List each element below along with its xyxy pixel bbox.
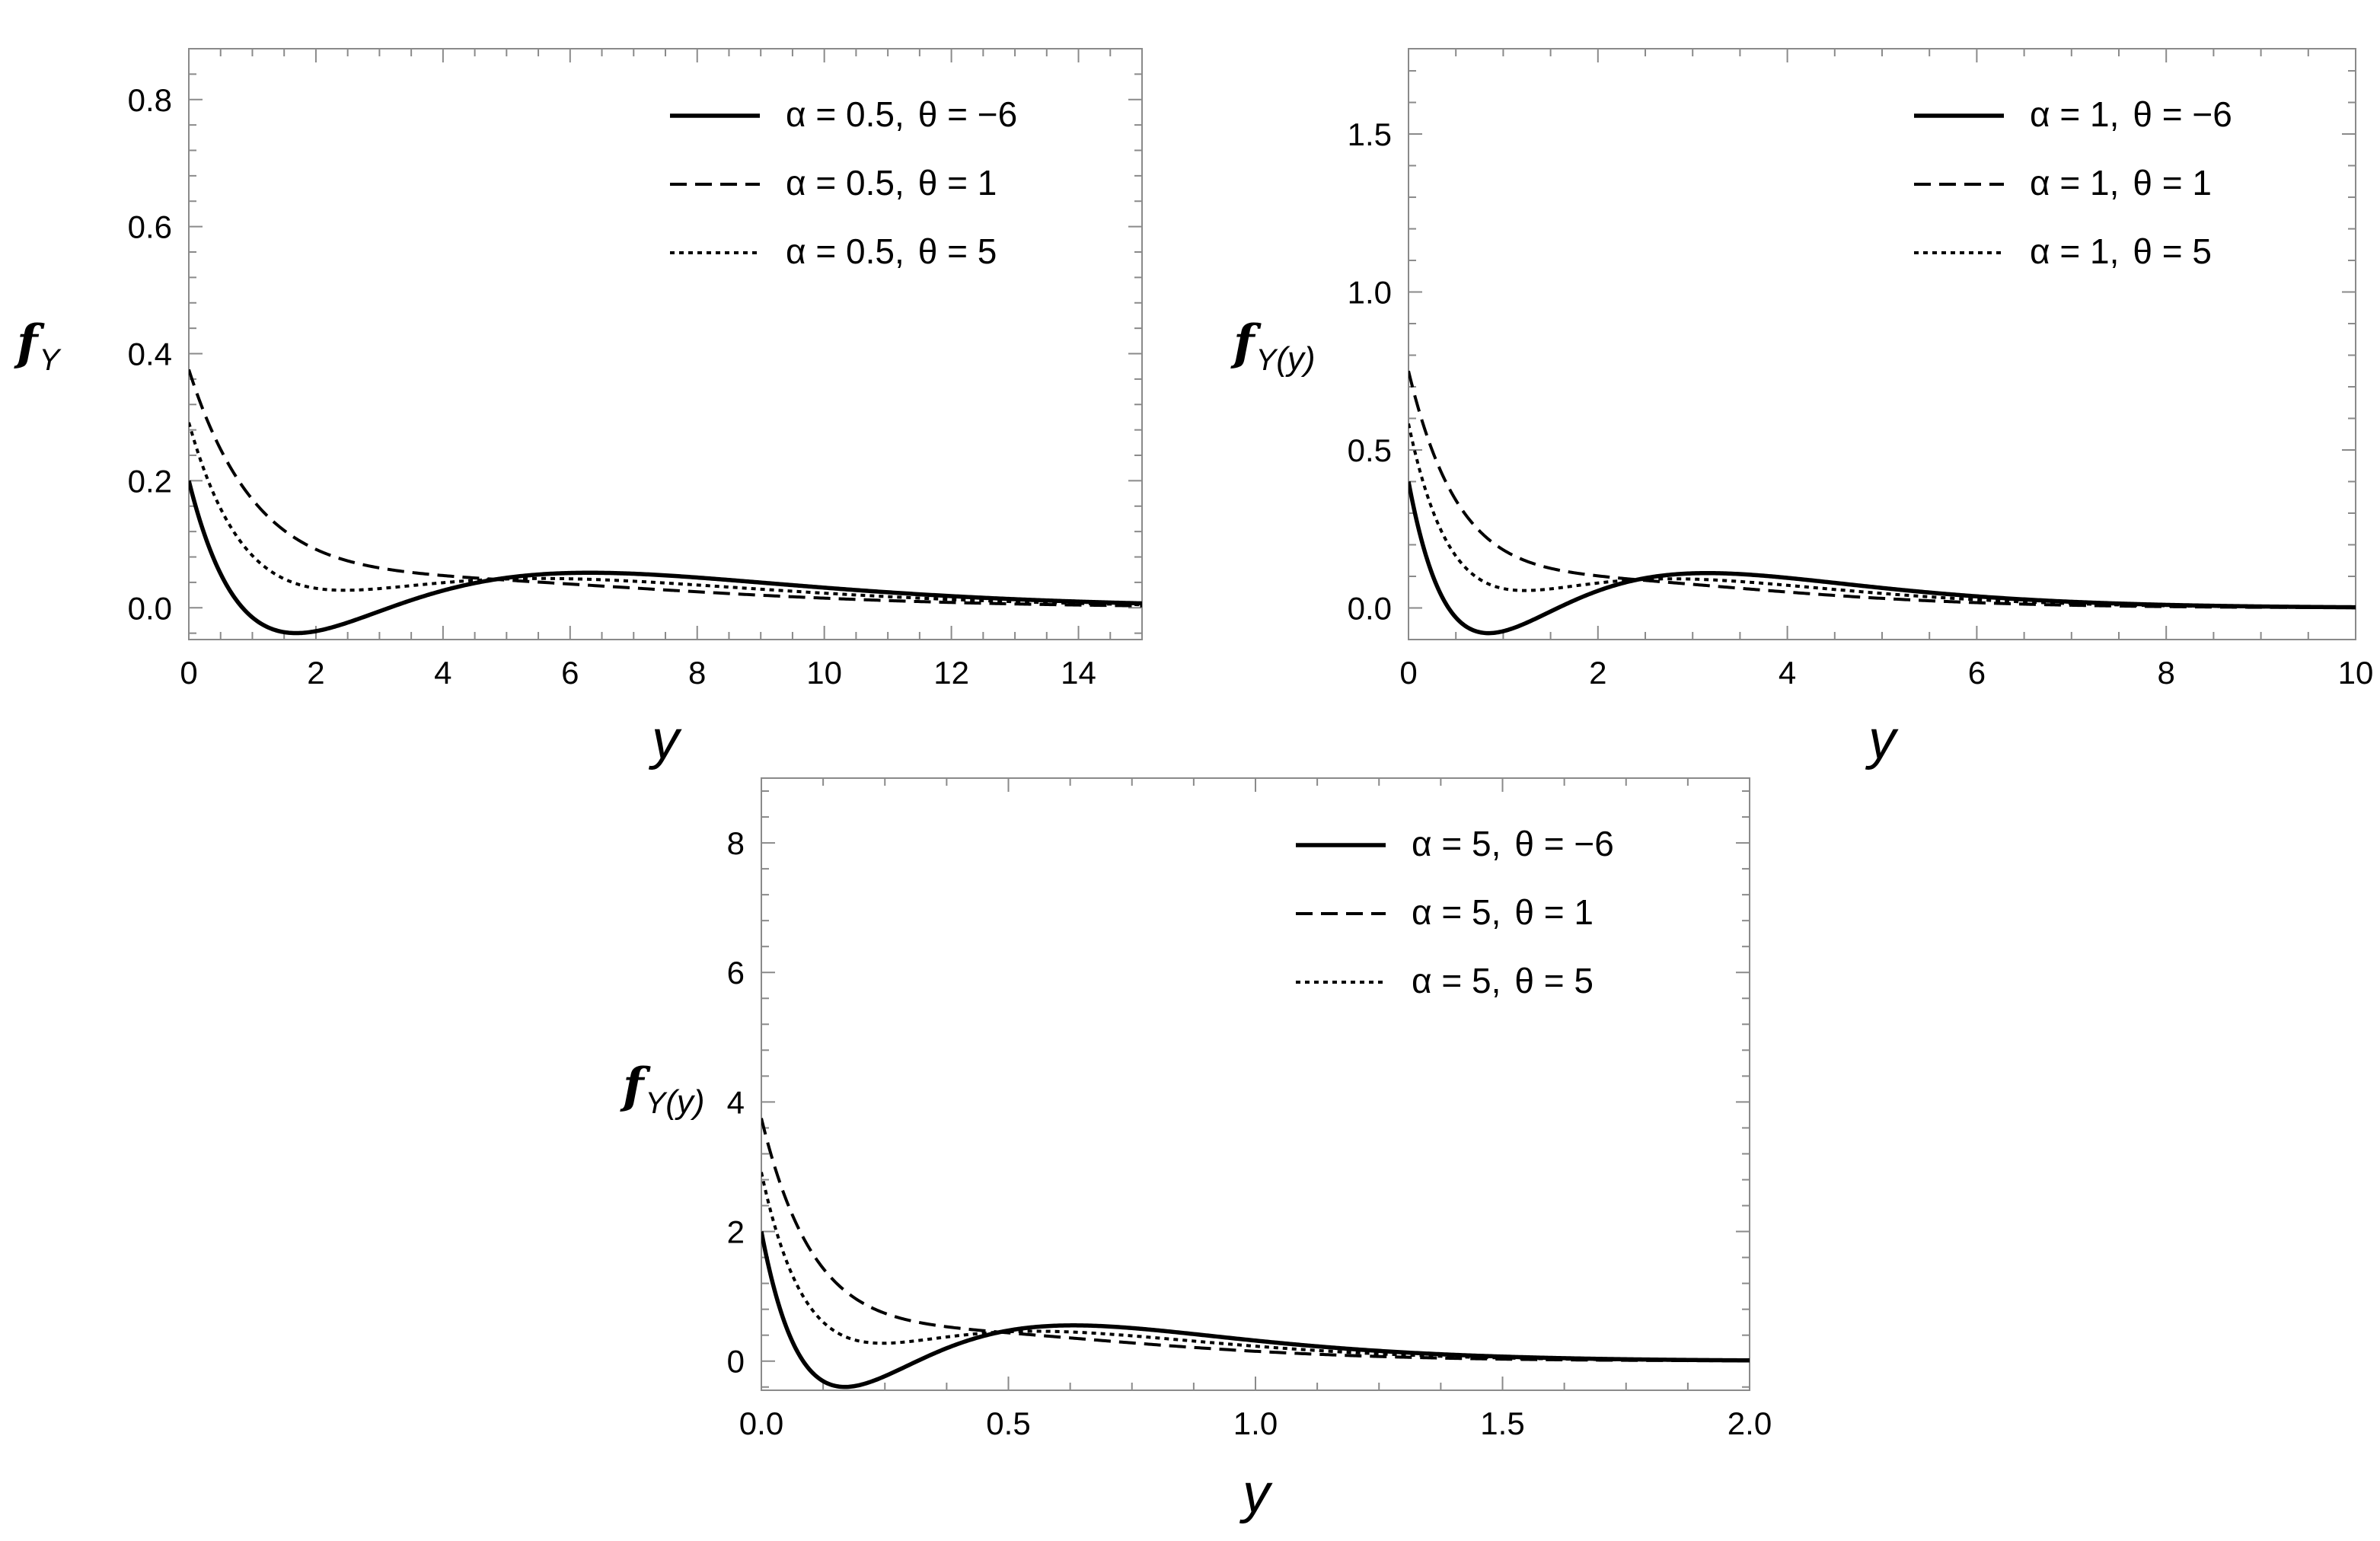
legend-theta-text: θ = −6 xyxy=(1514,824,1613,863)
legend-theta-text: θ = 1 xyxy=(2133,163,2212,203)
legend-theta-text: θ = 1 xyxy=(1514,892,1594,932)
x-tick-label: 0.0 xyxy=(739,1405,783,1441)
x-tick-label: 4 xyxy=(1779,655,1796,691)
legend-entry: α = 1, θ = 5 xyxy=(2030,231,2212,271)
x-tick-label: 10 xyxy=(806,655,842,691)
y-tick-label: 0.6 xyxy=(128,209,172,245)
series-line-dotted xyxy=(1409,423,2356,609)
y-tick-label: 1.0 xyxy=(1348,275,1392,311)
y-tick-label: 8 xyxy=(727,825,745,861)
series-line-dashed xyxy=(189,368,1142,608)
legend-alpha-text: α = 5, xyxy=(1412,824,1501,863)
legend-alpha-text: α = 5, xyxy=(1412,892,1501,932)
y-axis-label-arg: (y) xyxy=(665,1083,704,1121)
x-tick-label: 2 xyxy=(307,655,324,691)
y-tick-label: 1.5 xyxy=(1348,116,1392,152)
y-axis-label-arg: (y) xyxy=(1276,340,1315,378)
x-axis-label: y xyxy=(1239,1463,1273,1524)
legend-entry: α = 1, θ = 1 xyxy=(2030,163,2212,203)
legend-alpha-text: α = 1, xyxy=(2030,163,2119,203)
legend-theta-text: θ = −6 xyxy=(918,94,1017,134)
legend-entry: α = 0.5, θ = 1 xyxy=(786,163,997,203)
chart-panel-alpha-0-5: 0 2 4 6 8 10 12 14 0.0 0.2 0.4 0.6 0.8 α = 0.5, θ = −6… xyxy=(14,48,1143,770)
y-axis-label: fY xyxy=(14,314,62,377)
y-tick-label: 0.5 xyxy=(1348,432,1392,468)
legend-entry: α = 5, θ = 5 xyxy=(1412,961,1594,1000)
series-line-dotted xyxy=(761,1172,1750,1363)
legend-theta-text: θ = 5 xyxy=(2133,231,2212,271)
y-axis-label-sub: Y xyxy=(1256,343,1279,377)
y-tick-label: 0.4 xyxy=(128,337,172,372)
x-tick-label: 8 xyxy=(688,655,706,691)
plot-frame xyxy=(188,48,1143,640)
x-tick-label: 1.0 xyxy=(1233,1405,1278,1441)
legend-alpha-text: α = 5, xyxy=(1412,961,1501,1000)
x-tick-label: 2 xyxy=(1589,655,1606,691)
legend-entry: α = 1, θ = −6 xyxy=(2030,94,2232,134)
x-tick-label: 10 xyxy=(2338,655,2374,691)
chart-panel-alpha-1: 0 2 4 6 8 10 0.0 0.5 1.0 1.5 α = 1, θ = −6 α = 1, θ =… xyxy=(1230,48,2374,770)
legend-entry: α = 0.5, θ = 5 xyxy=(786,231,997,271)
legend-entry: α = 5, θ = −6 xyxy=(1412,824,1614,863)
legend-theta-text: θ = 5 xyxy=(918,231,997,271)
series-line-dotted xyxy=(189,422,1142,607)
y-tick-label: 4 xyxy=(727,1084,745,1120)
legend-alpha-text: α = 0.5, xyxy=(786,163,904,203)
plot-frame xyxy=(761,777,1750,1391)
legend-alpha-text: α = 1, xyxy=(2030,94,2119,134)
x-tick-label: 6 xyxy=(1968,655,1986,691)
y-tick-label: 0.0 xyxy=(1348,591,1392,627)
x-tick-label: 0.5 xyxy=(986,1405,1030,1441)
legend-alpha-text: α = 0.5, xyxy=(786,94,904,134)
x-tick-label: 1.5 xyxy=(1480,1405,1524,1441)
x-tick-label: 6 xyxy=(561,655,579,691)
x-tick-label: 8 xyxy=(2158,655,2175,691)
y-tick-label: 0.0 xyxy=(128,590,172,626)
chart-panel-alpha-5: 0.0 0.5 1.0 1.5 2.0 0 2 4 6 8 α = 5, θ = −6 α = 5, θ … xyxy=(620,777,1772,1524)
x-axis-label: y xyxy=(1865,710,1899,770)
legend-entry: α = 5, θ = 1 xyxy=(1412,892,1594,932)
y-tick-label: 2 xyxy=(727,1214,745,1250)
series-line-dashed xyxy=(761,1118,1750,1363)
series-line-solid xyxy=(1409,480,2356,636)
x-tick-label: 0 xyxy=(1399,655,1417,691)
legend-theta-text: θ = −6 xyxy=(2133,94,2232,134)
legend-theta-text: θ = 5 xyxy=(1514,961,1594,1000)
x-tick-label: 14 xyxy=(1061,655,1096,691)
legend-alpha-text: α = 1, xyxy=(2030,231,2119,271)
series-line-solid xyxy=(761,1231,1750,1389)
y-tick-label: 0.8 xyxy=(128,82,172,118)
legend-theta-text: θ = 1 xyxy=(918,163,997,203)
series-line-dashed xyxy=(1409,370,2356,610)
x-axis-label: y xyxy=(648,710,682,770)
legend-alpha-text: α = 0.5, xyxy=(786,231,904,271)
y-axis-label: fY(y) xyxy=(620,1058,705,1121)
plot-frame xyxy=(1408,48,2356,640)
x-tick-label: 0 xyxy=(180,655,197,691)
y-axis-label-sub: Y xyxy=(646,1086,668,1120)
x-tick-label: 2.0 xyxy=(1728,1405,1772,1441)
x-tick-label: 4 xyxy=(434,655,451,691)
y-axis-label: fY(y) xyxy=(1230,314,1316,378)
y-tick-label: 0 xyxy=(727,1344,745,1380)
y-axis-label-sub: Y xyxy=(40,343,62,377)
y-tick-label: 6 xyxy=(727,955,745,991)
series-line-solid xyxy=(189,480,1142,636)
legend-entry: α = 0.5, θ = −6 xyxy=(786,94,1017,134)
y-tick-label: 0.2 xyxy=(128,463,172,499)
x-tick-label: 12 xyxy=(933,655,969,691)
